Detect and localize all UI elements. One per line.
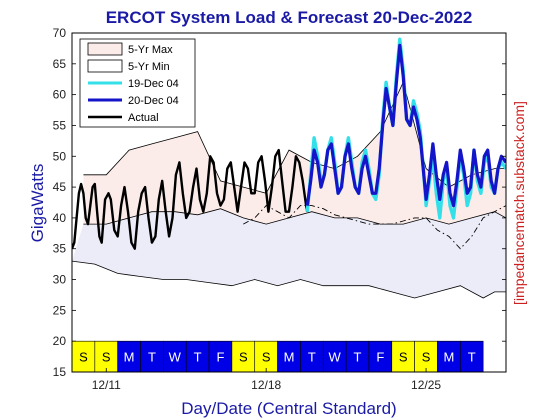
line-actual	[72, 148, 309, 250]
y-tick-label: 60	[53, 88, 67, 102]
legend-swatch	[87, 42, 123, 56]
day-letter: S	[79, 350, 88, 365]
day-letter: T	[354, 350, 362, 365]
x-tick-label: 12/18	[251, 378, 281, 392]
day-letter: M	[124, 350, 135, 365]
plot-area: S S M T W T F S S M T W T F S S M T1520253035404550556065…	[53, 26, 507, 392]
x-axis-label: Day/Date (Central Standard)	[181, 399, 396, 418]
plot-frame	[71, 32, 507, 373]
day-letter: M	[443, 350, 454, 365]
day-letter: W	[169, 350, 182, 365]
day-letter: T	[148, 350, 156, 365]
y-tick-label: 35	[53, 242, 67, 256]
y-tick-label: 30	[53, 273, 67, 287]
y-tick-label: 15	[53, 365, 67, 379]
band-5yr-min	[72, 208, 506, 298]
y-tick-label: 50	[53, 149, 67, 163]
day-letter: M	[284, 350, 295, 365]
y-tick-label: 25	[53, 303, 67, 317]
chart-legend: 5-Yr Max 5-Yr Min 19-Dec 04 20-Dec 04 Actual	[79, 38, 196, 128]
legend-label: 19-Dec 04	[128, 78, 179, 90]
y-tick-label: 65	[53, 57, 67, 71]
credit-text: [impedancematch.substack.com]	[511, 101, 527, 305]
day-letter: W	[329, 350, 342, 365]
line-envelope-low	[72, 260, 506, 299]
chart-title: ERCOT System Load & Forecast 20-Dec-2022	[106, 8, 473, 27]
day-letter: S	[422, 350, 431, 365]
y-tick-label: 40	[53, 211, 67, 225]
day-letter: S	[239, 350, 248, 365]
day-letter: S	[262, 350, 271, 365]
day-cell	[460, 340, 484, 372]
y-tick-label: 70	[53, 26, 67, 40]
legend-label: 5-Yr Min	[128, 61, 170, 73]
day-letter: F	[216, 350, 224, 365]
day-letter: S	[102, 350, 111, 365]
line-forecast-20-dec	[305, 43, 506, 208]
line-5yr-max	[83, 81, 506, 194]
legend-label: Actual	[128, 112, 159, 124]
day-letter: T	[194, 350, 202, 365]
line-5yr-min	[83, 208, 506, 225]
y-tick-label: 55	[53, 118, 67, 132]
x-tick-label: 12/11	[92, 378, 121, 392]
x-tick-label: 12/25	[411, 378, 441, 392]
day-letter: T	[468, 350, 476, 365]
y-axis-label: GigaWatts	[28, 164, 47, 243]
legend-label: 5-Yr Max	[128, 44, 173, 56]
line-dash-dot	[243, 205, 506, 250]
legend-swatch	[87, 59, 123, 73]
day-letter: F	[376, 350, 384, 365]
y-tick-label: 45	[53, 180, 67, 194]
legend-label: 20-Dec 04	[128, 95, 179, 107]
y-tick-label: 20	[53, 334, 67, 348]
day-letter: S	[399, 350, 408, 365]
day-letter: T	[308, 350, 316, 365]
